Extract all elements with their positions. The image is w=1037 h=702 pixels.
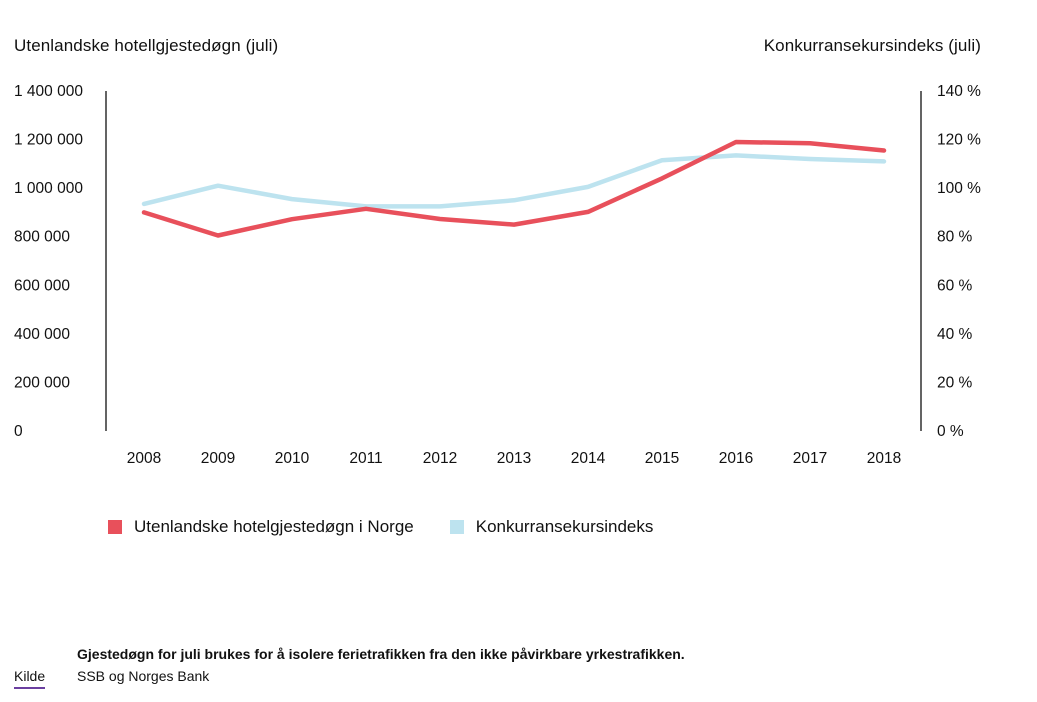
legend-label-index: Konkurransekursindeks (475, 517, 654, 536)
right-axis-title: Konkurransekursindeks (juli) (763, 36, 981, 55)
left-axis-title: Utenlandske hotellgjestedøgn (juli) (14, 36, 279, 55)
x-tick-label: 2008 (127, 450, 161, 467)
legend-swatch-index (449, 520, 464, 534)
right-tick-label: 40 % (937, 326, 973, 343)
right-tick-label: 0 % (937, 423, 964, 440)
left-tick-label: 400 000 (14, 326, 70, 343)
legend-item-index: Konkurransekursindeks (449, 517, 654, 537)
legend-label-hotel: Utenlandske hotelgjestedøgn i Norge (134, 517, 414, 536)
x-tick-label: 2009 (201, 450, 235, 467)
x-tick-label: 2013 (497, 450, 531, 467)
left-tick-label: 200 000 (14, 374, 70, 391)
x-tick-label: 2014 (571, 450, 606, 467)
x-tick-label: 2011 (349, 450, 382, 467)
legend-swatch-hotel (108, 520, 122, 534)
legend-item-hotel: Utenlandske hotelgjestedøgn i Norge (108, 517, 414, 537)
left-tick-label: 1 400 000 (14, 83, 83, 100)
x-tick-label: 2010 (275, 450, 310, 467)
x-tick-label: 2018 (867, 450, 901, 467)
x-tick-label: 2017 (793, 450, 827, 467)
right-tick-label: 120 % (937, 132, 981, 149)
source-text: SSB og Norges Bank (77, 668, 210, 684)
left-tick-label: 1 200 000 (14, 132, 83, 149)
series-line-index (141, 153, 887, 209)
right-tick-label: 20 % (937, 374, 973, 391)
right-tick-label: 100 % (937, 180, 981, 197)
source-label: Kilde (14, 668, 46, 689)
left-tick-label: 1 000 000 (14, 180, 83, 197)
right-tick-label: 80 % (937, 229, 973, 246)
footnote: Gjestedøgn for juli brukes for å isolere… (77, 646, 685, 662)
right-tick-label: 60 % (937, 277, 973, 294)
x-tick-label: 2012 (423, 450, 457, 467)
left-tick-label: 600 000 (14, 277, 70, 294)
left-tick-label: 800 000 (14, 229, 70, 246)
right-tick-label: 140 % (937, 83, 981, 100)
x-tick-label: 2015 (645, 450, 679, 467)
chart-legend: Utenlandske hotelgjestedøgn i Norge Konk… (108, 517, 689, 537)
line-chart: 0 0 % 200 000 20 % 400 000 40 % 600 000 60 % 800… (14, 83, 981, 467)
x-tick-label: 2016 (719, 450, 753, 467)
left-tick-label: 0 (14, 423, 23, 440)
series-line-hotel (141, 139, 887, 238)
